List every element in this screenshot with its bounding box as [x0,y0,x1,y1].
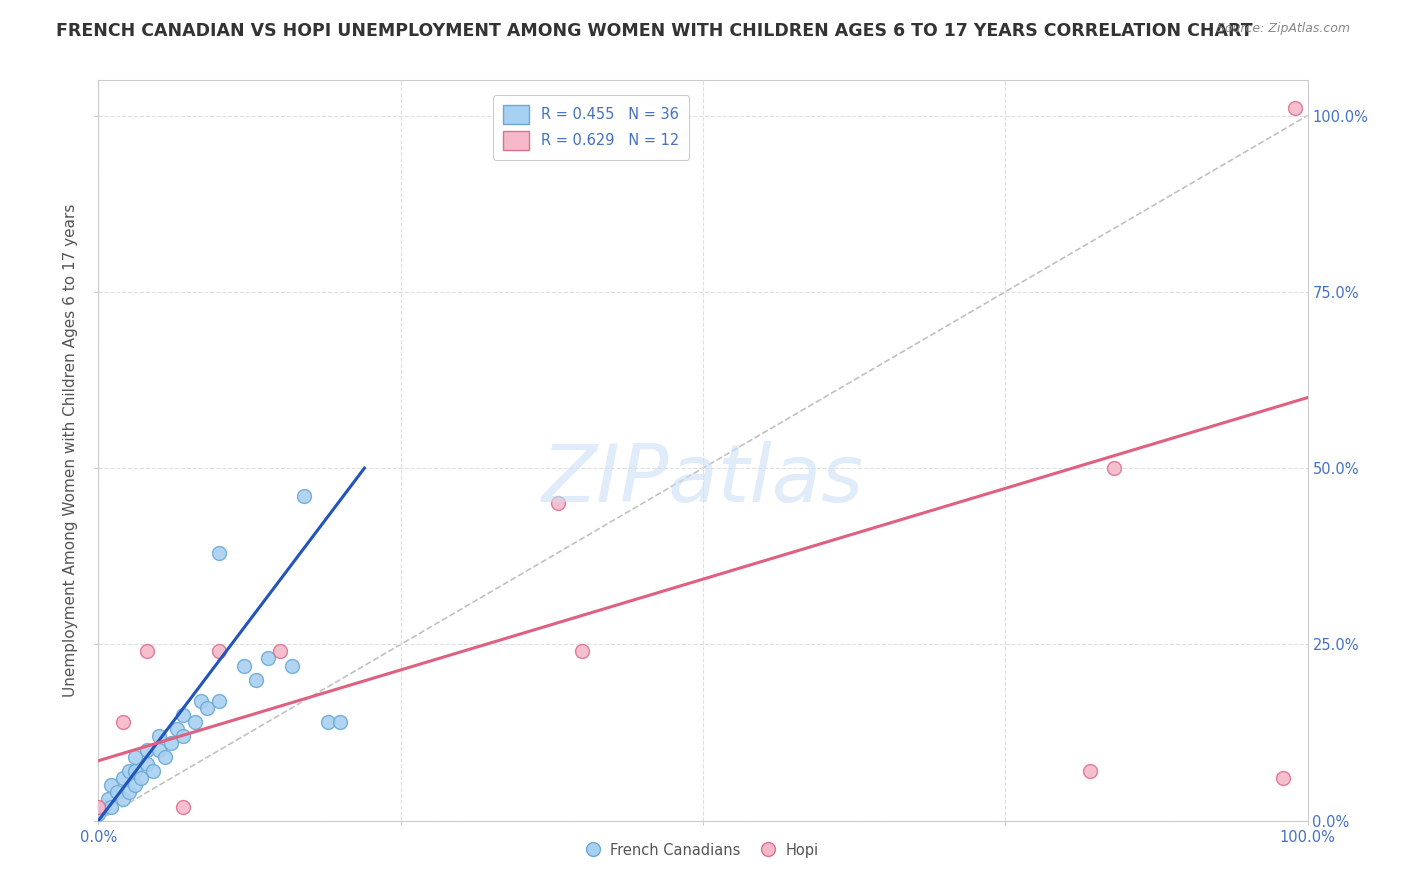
Point [172,799,194,814]
Point [316,714,339,729]
Point [245,673,267,687]
Point [124,778,146,792]
Text: FRENCH CANADIAN VS HOPI UNEMPLOYMENT AMONG WOMEN WITH CHILDREN AGES 6 TO 17 YEAR: FRENCH CANADIAN VS HOPI UNEMPLOYMENT AMO… [56,22,1253,40]
Point [172,729,194,743]
Point [269,644,291,658]
Y-axis label: Unemployment Among Women with Children Ages 6 to 17 years: Unemployment Among Women with Children A… [63,203,79,698]
Point [208,546,231,560]
Point [208,694,231,708]
Point [142,764,165,779]
Point [124,750,146,764]
Point [97,792,120,806]
Point [87,806,110,821]
Point [292,489,315,503]
Point [148,743,170,757]
Point [1078,764,1101,779]
Text: ZIPatlas: ZIPatlas [541,441,865,519]
Point [129,772,152,786]
Point [105,785,128,799]
Point [100,799,122,814]
Point [571,644,593,658]
Point [160,736,183,750]
Point [1102,461,1125,475]
Point [172,707,194,722]
Point [208,644,231,658]
Point [87,799,110,814]
Point [1272,772,1295,786]
Point [547,496,569,510]
Point [329,714,352,729]
Point [135,757,157,772]
Legend: French Canadians, Hopi: French Canadians, Hopi [579,836,827,865]
Point [93,799,115,814]
Point [111,714,134,729]
Point [153,750,176,764]
Text: Source: ZipAtlas.com: Source: ZipAtlas.com [1216,22,1350,36]
Point [111,792,134,806]
Point [118,785,141,799]
Point [195,701,218,715]
Point [124,764,146,779]
Point [111,772,134,786]
Point [184,714,207,729]
Point [1284,102,1306,116]
Point [256,651,278,665]
Point [281,658,304,673]
Point [148,729,170,743]
Point [135,644,157,658]
Point [232,658,254,673]
Point [166,722,188,736]
Point [100,778,122,792]
Point [190,694,212,708]
Point [118,764,141,779]
Point [135,743,157,757]
